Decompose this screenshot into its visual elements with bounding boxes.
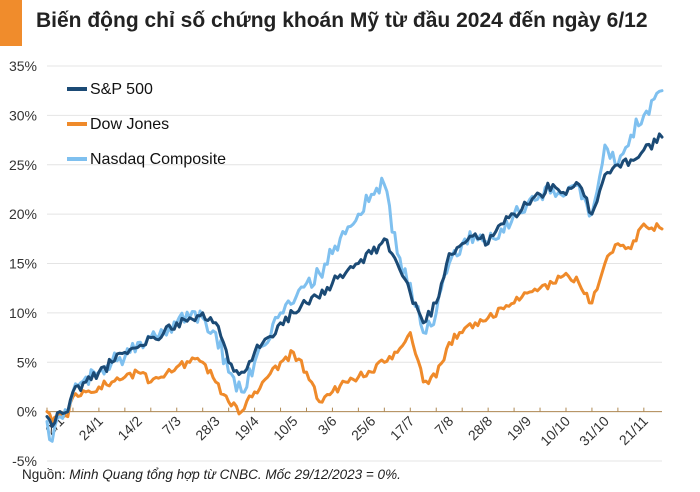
x-tick-label: 10/10 xyxy=(537,413,573,449)
chart-legend: S&P 500 Dow Jones Nasdaq Composite xyxy=(67,81,226,168)
x-tick-label: 17/7 xyxy=(387,413,418,444)
y-tick-label: 5% xyxy=(17,354,37,370)
y-tick-label: 25% xyxy=(9,157,37,173)
y-tick-label: 15% xyxy=(9,256,37,272)
x-tick-label: 31/10 xyxy=(576,413,612,449)
chart-title: Biến động chỉ số chứng khoán Mỹ từ đầu 2… xyxy=(36,9,648,32)
x-tick-label: 7/8 xyxy=(431,413,456,438)
source-note: Nguồn: Minh Quang tổng hợp từ CNBC. Mốc … xyxy=(22,467,401,482)
x-tick-label: 25/6 xyxy=(348,413,379,444)
title-accent-bar xyxy=(0,0,22,46)
y-tick-label: 0% xyxy=(17,404,37,420)
legend-label-sp500: S&P 500 xyxy=(90,81,153,98)
x-tick-label: 10/5 xyxy=(270,413,301,444)
y-tick-label: 30% xyxy=(9,107,37,123)
y-tick-label: 35% xyxy=(9,58,37,74)
series-line-dow xyxy=(45,222,664,423)
y-tick-label: 10% xyxy=(9,305,37,321)
x-tick-label: 28/3 xyxy=(192,413,223,444)
y-axis: -5% 0% 5% 10% 15% 20% 25% 30% 35% xyxy=(9,58,37,468)
source-prefix: Nguồn: xyxy=(22,467,70,482)
x-tick-label: 7/3 xyxy=(159,413,184,438)
legend-label-nasdaq: Nasdaq Composite xyxy=(90,151,226,168)
series-line-sp500 xyxy=(45,132,664,428)
chart-area: -5%0%5%10%15%20%25%30%35% 2/1 24/1 14/2 7/3… xyxy=(9,58,664,468)
x-tick-label: 14/2 xyxy=(114,413,145,444)
x-tick-label: 19/9 xyxy=(504,413,535,444)
x-tick-label: 24/1 xyxy=(75,413,106,444)
y-tick-label: -5% xyxy=(12,453,37,468)
x-tick-label: 21/11 xyxy=(616,413,652,449)
chart-series xyxy=(45,89,664,443)
x-tick-label: 28/8 xyxy=(465,413,496,444)
legend-label-dow: Dow Jones xyxy=(90,116,169,133)
x-tick-label: 19/4 xyxy=(231,413,262,444)
y-tick-label: 20% xyxy=(9,206,37,222)
source-text: Minh Quang tổng hợp từ CNBC. Mốc 29/12/2… xyxy=(69,467,401,482)
x-axis: 2/1 24/1 14/2 7/3 28/3 19/4 10/5 3/6 25/6 17/7 7/8… xyxy=(42,413,651,449)
x-tick-label: 3/6 xyxy=(315,413,340,438)
